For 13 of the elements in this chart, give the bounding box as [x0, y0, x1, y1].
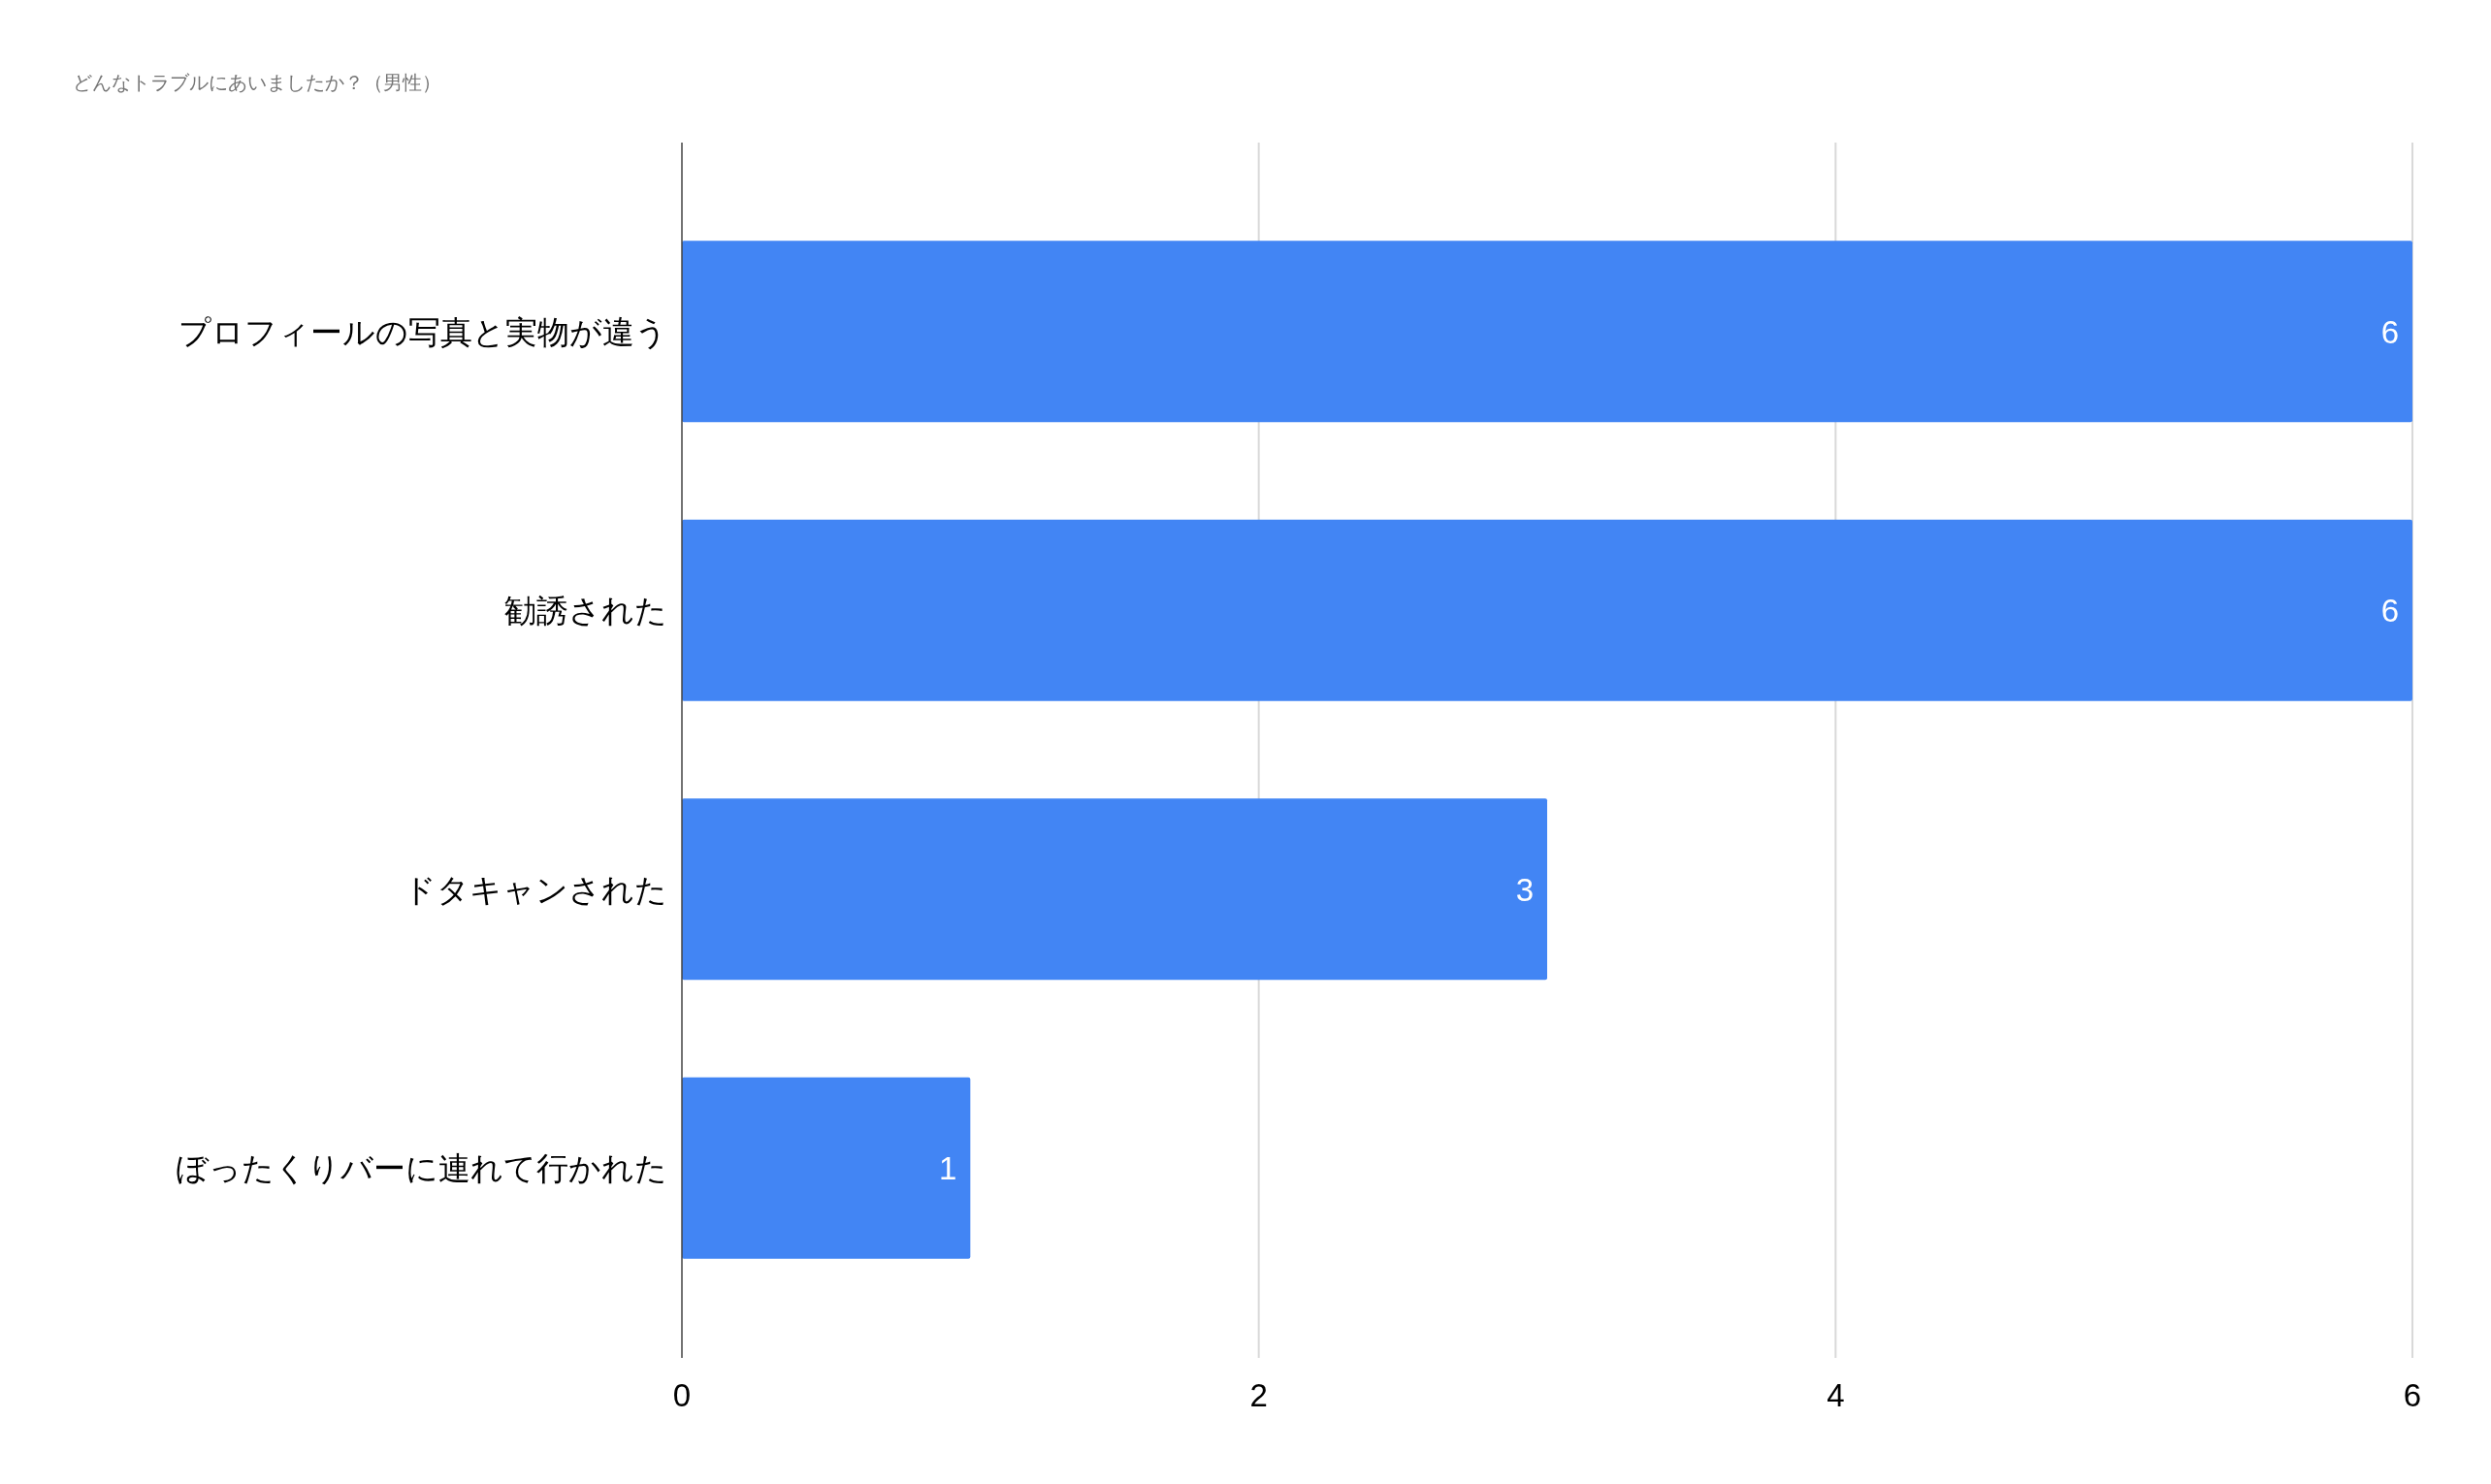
data-label: 6 [2380, 313, 2399, 350]
data-label: 1 [938, 1150, 957, 1187]
ytick: ぼったくりバーに連れて行かれた [176, 1150, 667, 1187]
data-label: 3 [1515, 871, 1534, 908]
title: どんなトラブルにあいましたか？（男性） [73, 72, 441, 93]
ytick: プロフィールの写真と実物が違う [178, 313, 667, 350]
ytick: ドタキャンされた [404, 871, 667, 908]
xtick: 4 [1827, 1377, 1845, 1413]
xtick: 2 [1249, 1377, 1268, 1413]
ytick: 勧誘された [504, 593, 667, 629]
xtick: 0 [672, 1377, 692, 1413]
data-label: 6 [2380, 593, 2399, 629]
xtick: 6 [2403, 1377, 2422, 1413]
